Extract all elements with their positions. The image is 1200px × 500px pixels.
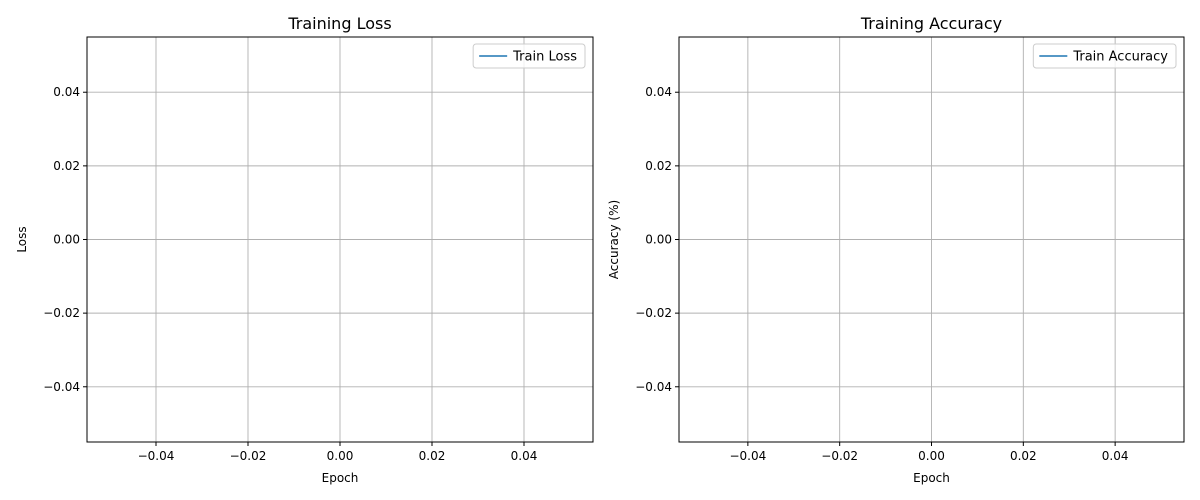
loss-grid — [87, 37, 593, 442]
loss-y-tick-label: −0.04 — [43, 380, 80, 394]
accuracy-grid — [679, 37, 1184, 442]
accuracy-y-tick-label: 0.02 — [645, 159, 672, 173]
accuracy-legend: Train Accuracy — [1032, 43, 1177, 69]
accuracy-x-tick-label: 0.00 — [918, 449, 945, 463]
accuracy-y-axis-label: Accuracy (%) — [607, 200, 621, 279]
accuracy-y-tick-label: −0.02 — [635, 306, 672, 320]
loss-chart-title: Training Loss — [287, 14, 391, 33]
loss-legend: Train Loss — [472, 43, 586, 69]
loss-y-tick-label: −0.02 — [43, 306, 80, 320]
loss-x-tick-label: −0.02 — [230, 449, 267, 463]
loss-x-tick-label: −0.04 — [138, 449, 175, 463]
loss-x-axis-label: Epoch — [322, 471, 359, 485]
loss-y-axis-label: Loss — [15, 226, 29, 252]
loss-x-tick-label: 0.02 — [419, 449, 446, 463]
accuracy-x-tick-label: 0.02 — [1010, 449, 1037, 463]
accuracy-chart-title: Training Accuracy — [860, 14, 1002, 33]
loss-legend-box — [472, 43, 586, 69]
loss-legend-label: Train Loss — [512, 50, 577, 65]
training-loss-chart: −0.04 −0.02 0.00 0.02 0.04 −0.04 −0.02 0.00 0.0… — [15, 14, 594, 485]
accuracy-y-tick-label: 0.04 — [645, 85, 672, 99]
accuracy-legend-box — [1032, 43, 1177, 69]
training-accuracy-chart: −0.04 −0.02 0.00 0.02 0.04 −0.04 −0.02 0.00 0.0… — [607, 14, 1185, 485]
loss-y-ticks: −0.04 −0.02 0.00 0.02 0.04 — [43, 85, 87, 394]
accuracy-x-tick-label: −0.04 — [729, 449, 766, 463]
accuracy-x-tick-label: −0.02 — [821, 449, 858, 463]
accuracy-y-tick-label: 0.00 — [645, 233, 672, 247]
accuracy-y-ticks: −0.04 −0.02 0.00 0.02 0.04 — [635, 85, 679, 394]
loss-y-tick-label: 0.02 — [53, 159, 80, 173]
accuracy-legend-label: Train Accuracy — [1072, 50, 1168, 65]
loss-x-tick-label: 0.00 — [327, 449, 354, 463]
loss-y-tick-label: 0.04 — [53, 85, 80, 99]
accuracy-x-axis-label: Epoch — [913, 471, 950, 485]
loss-x-tick-label: 0.04 — [511, 449, 538, 463]
accuracy-x-ticks: −0.04 −0.02 0.00 0.02 0.04 — [729, 442, 1128, 463]
loss-y-tick-label: 0.00 — [53, 233, 80, 247]
loss-x-ticks: −0.04 −0.02 0.00 0.02 0.04 — [138, 442, 538, 463]
accuracy-y-tick-label: −0.04 — [635, 380, 672, 394]
accuracy-x-tick-label: 0.04 — [1102, 449, 1129, 463]
